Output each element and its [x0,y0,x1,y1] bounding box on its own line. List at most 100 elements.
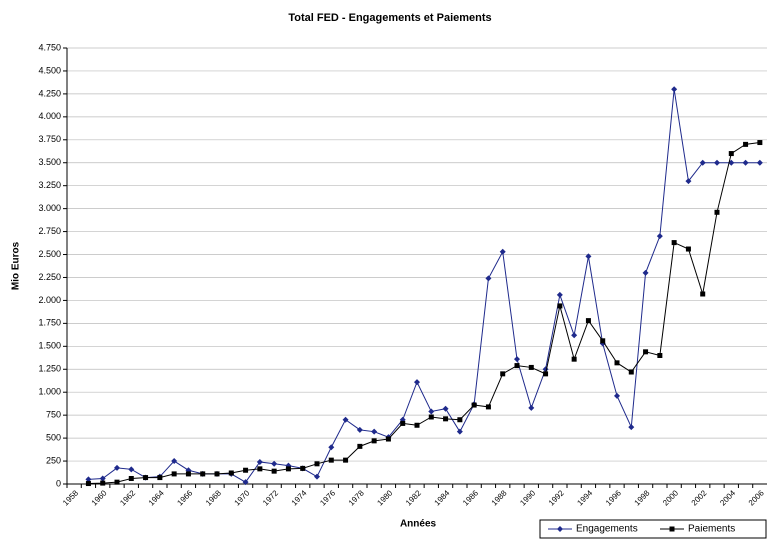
point-marker [414,422,420,428]
x-tick-label: 2002 [690,488,709,507]
point-marker [671,240,677,246]
legend-box [539,519,767,539]
point-marker [685,246,691,252]
point-marker [214,471,220,477]
y-tick-label: 4.500 [38,65,61,75]
point-marker [528,404,535,411]
y-tick-label: 2.750 [38,226,61,236]
x-tick-label: 1992 [547,488,566,507]
legend-label: Paiements [688,524,735,535]
point-marker [499,248,506,255]
point-marker [728,151,734,157]
x-tick-label: 1972 [261,488,280,507]
point-marker [571,356,577,362]
point-marker [328,457,334,463]
point-marker [385,436,391,442]
point-marker [143,475,149,481]
point-marker [171,471,177,477]
point-marker [600,338,606,344]
point-marker [428,414,434,420]
x-tick-label: 2004 [718,488,737,507]
point-marker [328,444,335,451]
point-marker [228,470,234,476]
y-axis-title: Mio Euros [11,241,22,290]
point-marker [243,467,249,473]
y-tick-label: 3.000 [38,203,61,213]
point-marker [414,379,420,386]
point-marker [314,461,320,467]
point-marker [357,443,363,449]
point-marker [171,458,178,465]
point-marker [614,360,620,366]
point-marker [343,457,349,463]
x-tick-label: 1994 [575,488,594,507]
point-marker [656,233,663,240]
point-marker [128,475,134,481]
y-tick-label: 4.250 [38,88,61,98]
point-marker [443,416,449,422]
point-marker [628,369,634,375]
y-tick-label: 3.500 [38,157,61,167]
y-tick-label: 1.750 [38,318,61,328]
point-marker [114,464,120,471]
point-marker [257,466,263,472]
point-marker [556,291,563,298]
point-marker [757,140,763,146]
x-axis-title: Années [400,519,437,530]
point-marker [671,86,678,93]
point-marker [242,479,249,486]
y-tick-label: 1.500 [38,341,61,351]
point-marker [514,356,520,363]
point-marker [342,416,349,423]
x-tick-label: 1990 [518,488,537,507]
point-marker [485,404,491,410]
x-tick-label: 1996 [604,488,623,507]
point-marker [714,159,720,166]
y-tick-label: 750 [46,410,61,420]
x-tick-label: 1960 [90,488,109,507]
point-marker [271,468,277,474]
x-tick-label: 1980 [375,488,394,507]
point-marker [157,475,163,481]
y-tick-label: 2.500 [38,249,61,259]
x-tick-label: 1978 [347,488,366,507]
point-marker [743,141,749,147]
point-marker [585,318,591,324]
point-marker [642,269,649,276]
point-marker [314,473,320,480]
point-marker [85,481,91,487]
point-marker [685,178,692,185]
x-tick-label: 1968 [204,488,223,507]
point-marker [200,471,206,477]
point-marker [428,408,435,415]
x-tick-label: 1970 [233,488,252,507]
point-marker [471,402,477,408]
x-tick-label: 1998 [633,488,652,507]
y-tick-label: 3.750 [38,134,61,144]
point-marker [699,159,706,166]
point-marker [185,471,191,477]
point-marker [742,159,749,166]
point-marker [371,428,378,435]
x-tick-label: 2000 [661,488,680,507]
y-tick-label: 3.250 [38,180,61,190]
x-tick-label: 2006 [747,488,766,507]
x-tick-label: 1984 [433,488,452,507]
point-marker [400,420,406,426]
x-tick-label: 1964 [147,488,166,507]
y-tick-label: 4.000 [38,111,61,121]
point-marker [356,426,363,433]
y-tick-label: 4.750 [38,42,61,52]
x-tick-label: 1976 [318,488,337,507]
x-tick-label: 1982 [404,488,423,507]
point-marker [571,332,578,339]
legend-label: Engagements [576,524,638,535]
x-tick-label: 1986 [461,488,480,507]
point-marker [614,392,620,399]
point-marker [256,458,263,465]
point-marker [628,424,635,431]
point-marker [457,417,463,423]
point-marker [442,405,449,412]
y-tick-label: 500 [46,432,61,442]
